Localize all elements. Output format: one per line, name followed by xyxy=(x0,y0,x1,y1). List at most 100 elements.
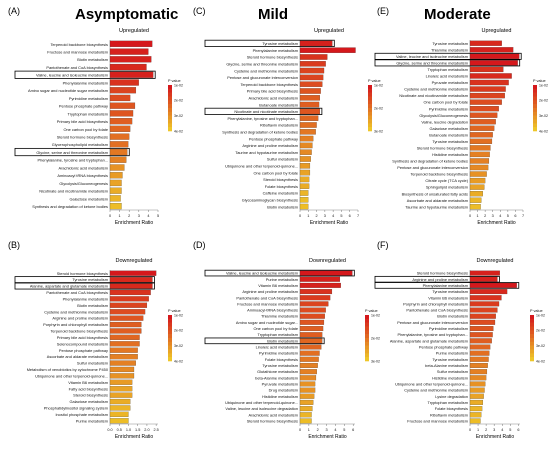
legend-swatch xyxy=(168,115,172,120)
bar-9 xyxy=(469,319,496,325)
category-label: Vitamin B6 metabolism xyxy=(428,295,468,300)
highlight-box xyxy=(204,39,335,48)
bar-9 xyxy=(299,319,325,325)
x-tick-label: 3 xyxy=(138,214,140,218)
bar-6 xyxy=(299,301,329,307)
category-label: Sulfur metabolism xyxy=(437,369,468,374)
legend-swatch xyxy=(168,123,172,128)
bar-2 xyxy=(109,277,153,283)
legend-swatch xyxy=(533,92,537,97)
bar-22 xyxy=(109,203,122,210)
bar-24 xyxy=(469,191,483,197)
bar-18 xyxy=(299,375,317,381)
category-label: Riboflavin metabolism xyxy=(430,412,468,417)
category-label: Pentose phosphate pathway xyxy=(59,348,108,353)
category-label: Tryptophan metabolism xyxy=(67,111,108,116)
legend-swatch xyxy=(530,345,534,350)
x-tick-label: 2 xyxy=(485,428,487,432)
category-label: Fatty acid biosynthesis xyxy=(69,386,108,391)
category-label: Arginine and proline metabolism xyxy=(242,143,298,148)
legend-swatch xyxy=(530,349,534,354)
category-label: Riboflavin metabolism xyxy=(260,123,298,128)
legend-swatch xyxy=(368,119,372,124)
bar-16 xyxy=(469,362,488,368)
bar-10 xyxy=(109,110,134,117)
category-label: Fructose and mannose metabolism xyxy=(237,301,298,306)
bar-2 xyxy=(299,276,341,282)
legend-tick: 4e-02 xyxy=(539,129,548,133)
x-tick-label: 1 xyxy=(308,428,310,432)
bar-19 xyxy=(299,381,316,387)
legend-swatch xyxy=(365,345,369,350)
category-label: Alanine, aspartate and glutamate metabol… xyxy=(390,338,468,343)
bar-23 xyxy=(299,406,313,412)
bar-11 xyxy=(469,106,499,112)
category-label: Steroid hormone biosynthesis xyxy=(417,146,468,151)
legend-tick: 3e-02 xyxy=(536,344,545,348)
category-label: Selenocompound metabolism xyxy=(57,341,108,346)
x-axis-title: Enrichment Ratio xyxy=(115,220,154,226)
category-label: Nicotinate and nicotinate metabolism xyxy=(234,109,298,114)
bar-4 xyxy=(299,61,326,67)
bar-21 xyxy=(299,176,310,183)
legend-swatch xyxy=(168,345,172,350)
category-label: Pantothenate and CoA biosynthesis xyxy=(46,65,108,70)
legend-swatch xyxy=(168,330,172,335)
bar-4 xyxy=(109,63,147,71)
legend-swatch xyxy=(168,353,172,358)
x-tick-label: 4 xyxy=(334,428,336,432)
x-tick-label: 5 xyxy=(343,428,345,432)
bar-8 xyxy=(109,94,131,102)
category-label: beta-Alanine metabolism xyxy=(425,363,468,368)
legend-swatch xyxy=(368,96,372,101)
legend-tick: 2e-02 xyxy=(174,329,183,333)
legend-swatch xyxy=(168,318,172,323)
panel-label: (C) xyxy=(193,6,206,16)
bar-4 xyxy=(109,289,151,296)
bar-23 xyxy=(469,184,485,190)
x-tick-label: 1 xyxy=(477,428,479,432)
x-tick-label: 6 xyxy=(514,214,516,218)
bar-18 xyxy=(109,172,123,179)
bar-19 xyxy=(109,179,122,187)
legend-tick: 1e-02 xyxy=(371,313,380,317)
category-label: Cysteine and methionine metabolism xyxy=(404,388,468,393)
category-label: Ubiquinone and other terpenoid-quinone..… xyxy=(225,400,298,405)
bar-23 xyxy=(299,190,309,196)
x-tick-label: 1 xyxy=(477,214,479,218)
x-tick-label: 1 xyxy=(307,214,309,218)
legend-swatch xyxy=(168,334,172,339)
legend-title: P value xyxy=(168,309,181,313)
category-label: Histidine metabolism xyxy=(432,152,468,157)
category-label: Phosphatidylinositol signaling system xyxy=(44,406,108,411)
x-tick-label: 4 xyxy=(147,214,149,218)
bar-17 xyxy=(109,164,125,171)
legend-swatch xyxy=(365,338,369,343)
highlight-box xyxy=(374,59,521,67)
bar-1 xyxy=(469,270,500,276)
legend-swatch xyxy=(168,88,172,93)
bar-15 xyxy=(469,356,489,362)
bar-11 xyxy=(299,108,320,115)
bar-24 xyxy=(469,412,482,418)
category-label: Sphingolipid metabolism xyxy=(426,185,468,190)
highlight-box xyxy=(204,269,355,277)
bar-9 xyxy=(469,92,505,99)
category-label: Pentose and glucuronate interconversion xyxy=(227,75,298,80)
bar-5 xyxy=(109,296,149,302)
legend-swatch xyxy=(530,322,534,327)
bar-20 xyxy=(299,169,311,176)
category-label: Phenylalanine metabolism xyxy=(63,80,108,85)
category-label: Galactose metabolism xyxy=(70,399,109,404)
category-label: Pentose phosphate pathway xyxy=(249,136,298,141)
category-label: Fructose and mannose metabolism xyxy=(47,50,108,55)
legend-tick: 1e-02 xyxy=(374,83,383,87)
x-tick-label: 0 xyxy=(469,214,471,218)
category-label: Purine metabolism xyxy=(266,277,298,282)
bar-4 xyxy=(299,289,333,295)
bar-3 xyxy=(299,282,341,288)
legend-swatch xyxy=(530,318,534,323)
legend-swatch xyxy=(168,104,172,109)
panel-label: (F) xyxy=(377,240,389,250)
x-tick-label: 3 xyxy=(326,428,328,432)
